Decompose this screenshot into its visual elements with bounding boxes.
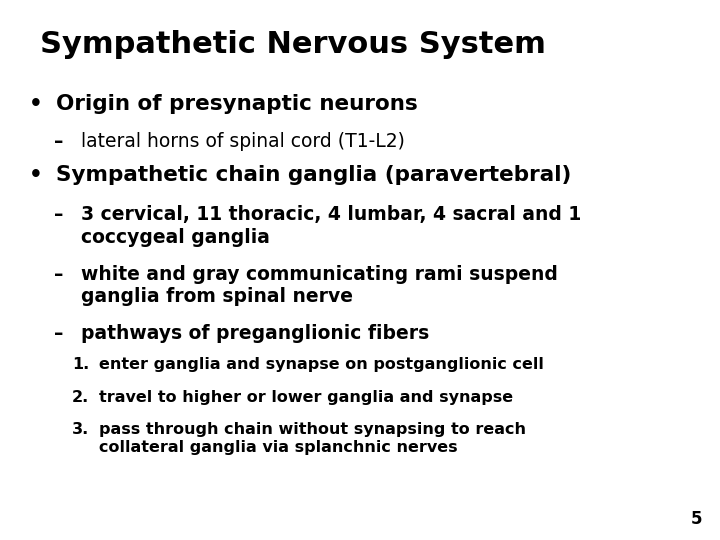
Text: 3.: 3.	[72, 422, 89, 437]
Text: –: –	[54, 205, 63, 224]
Text: white and gray communicating rami suspend
ganglia from spinal nerve: white and gray communicating rami suspen…	[81, 265, 558, 306]
Text: 3 cervical, 11 thoracic, 4 lumbar, 4 sacral and 1
coccygeal ganglia: 3 cervical, 11 thoracic, 4 lumbar, 4 sac…	[81, 205, 582, 247]
Text: pass through chain without synapsing to reach
collateral ganglia via splanchnic : pass through chain without synapsing to …	[99, 422, 526, 455]
Text: 1.: 1.	[72, 357, 89, 373]
Text: travel to higher or lower ganglia and synapse: travel to higher or lower ganglia and sy…	[99, 390, 513, 405]
Text: lateral horns of spinal cord (T1-L2): lateral horns of spinal cord (T1-L2)	[81, 132, 405, 151]
Text: –: –	[54, 132, 63, 151]
Text: 5: 5	[690, 510, 702, 528]
Text: Sympathetic Nervous System: Sympathetic Nervous System	[40, 30, 546, 59]
Text: •: •	[29, 165, 42, 185]
Text: 2.: 2.	[72, 390, 89, 405]
Text: –: –	[54, 265, 63, 284]
Text: enter ganglia and synapse on postganglionic cell: enter ganglia and synapse on postganglio…	[99, 357, 544, 373]
Text: –: –	[54, 324, 63, 343]
Text: Sympathetic chain ganglia (paravertebral): Sympathetic chain ganglia (paravertebral…	[56, 165, 572, 185]
Text: •: •	[29, 94, 42, 114]
Text: Origin of presynaptic neurons: Origin of presynaptic neurons	[56, 94, 418, 114]
Text: pathways of preganglionic fibers: pathways of preganglionic fibers	[81, 324, 430, 343]
